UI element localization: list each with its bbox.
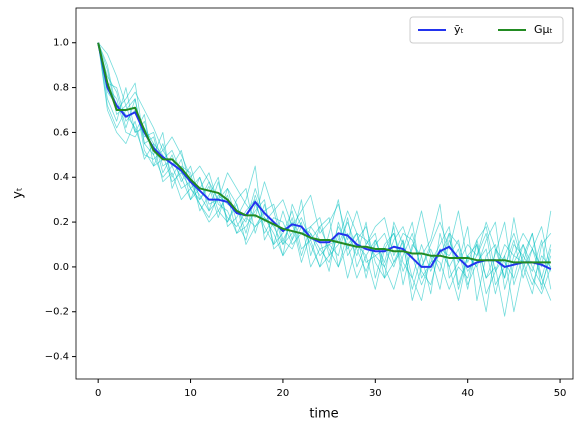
legend-box	[409, 16, 564, 44]
sample-line	[97, 42, 552, 290]
y-tick-label: 0.8	[53, 83, 69, 94]
y-tick-label: −0.2	[45, 307, 69, 318]
y-tick-label: −0.4	[45, 352, 69, 363]
y-tick-label: 0.0	[53, 262, 69, 273]
y-axis-label: yₜ	[11, 187, 26, 199]
legend-label: ȳₜ	[454, 23, 464, 36]
plot-frame	[75, 7, 574, 380]
sample-line	[97, 42, 552, 301]
sample-line	[97, 42, 552, 272]
x-axis-label: time	[309, 407, 338, 422]
series-line	[97, 42, 552, 271]
y-tick-label: 0.2	[53, 217, 69, 228]
sample-line	[97, 42, 552, 295]
x-tick-label: 50	[554, 388, 567, 399]
series-line	[97, 42, 551, 264]
x-tick-label: 20	[277, 388, 290, 399]
y-tick-label: 0.4	[53, 172, 69, 183]
sample-line	[97, 42, 552, 290]
sample-line	[97, 42, 552, 317]
sample-line	[97, 42, 552, 313]
y-tick-label: 0.6	[53, 127, 69, 138]
y-tick-label: 1.0	[53, 38, 69, 49]
x-tick-label: 10	[184, 388, 197, 399]
x-tick-label: 30	[369, 388, 382, 399]
x-tick-label: 40	[461, 388, 474, 399]
x-tick-label: 0	[95, 388, 101, 399]
legend-label: Gμₜ	[534, 23, 553, 36]
